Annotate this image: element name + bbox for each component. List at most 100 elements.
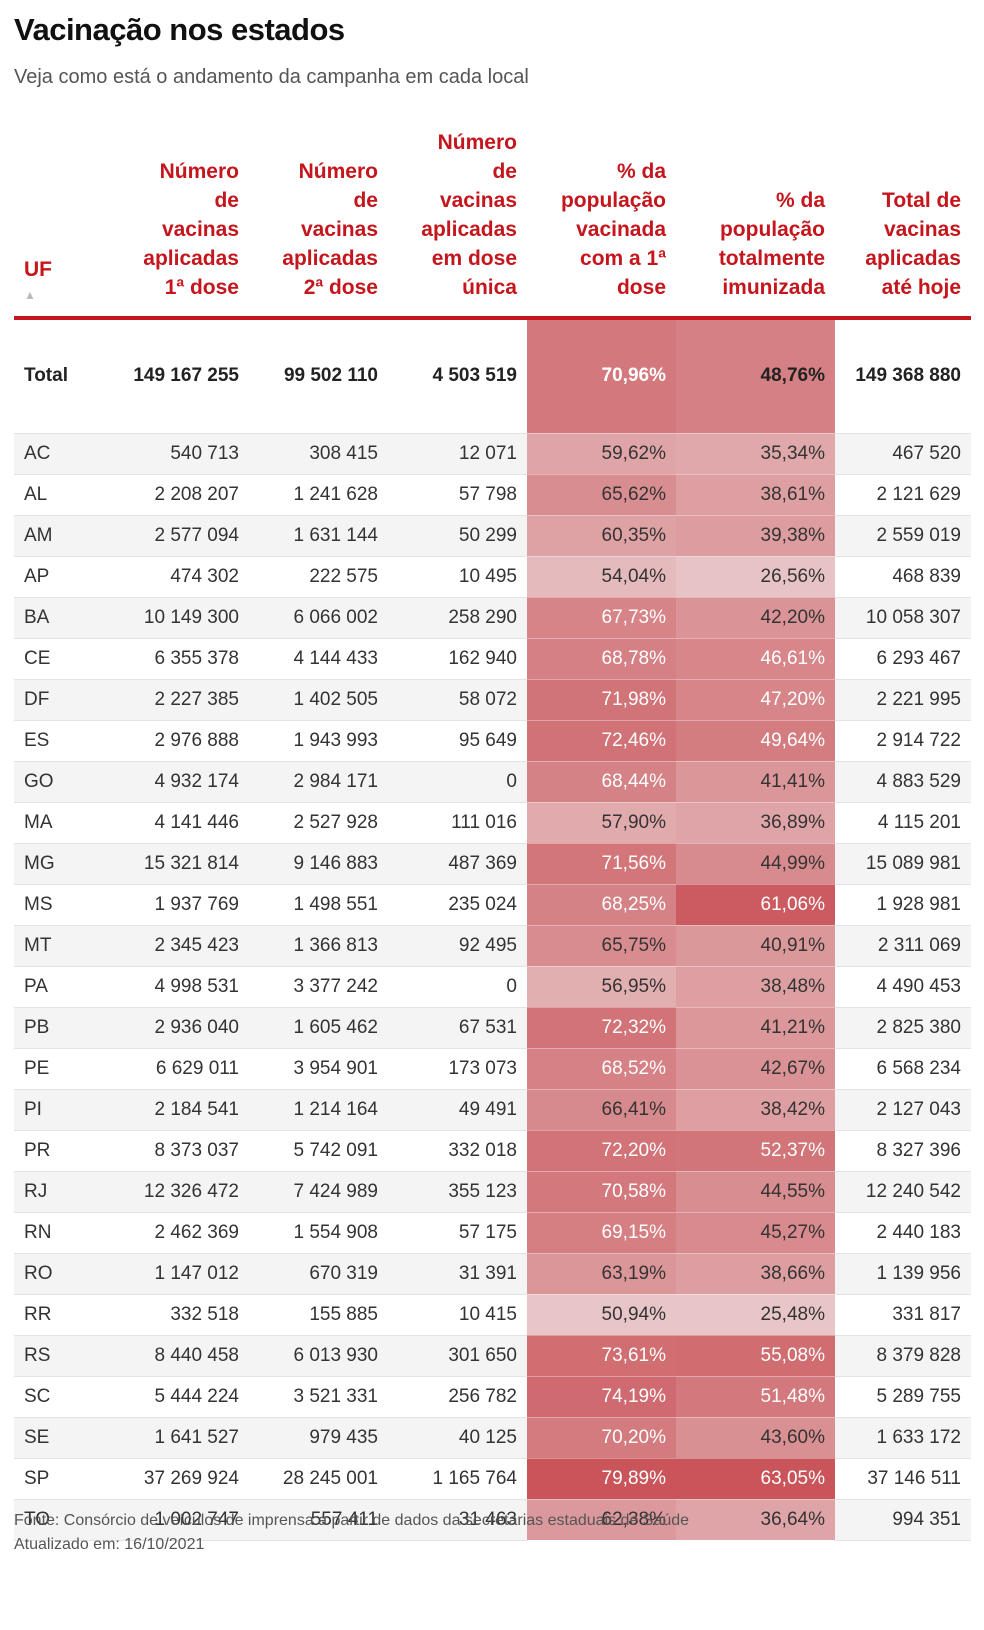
- column-header-dose2[interactable]: Número de vacinas aplicadas 2ª dose: [249, 128, 388, 320]
- column-header-pct1[interactable]: % da população vacinada com a 1ª dose: [527, 128, 676, 320]
- cell-dose-unica: 57 798: [388, 474, 527, 516]
- cell-dose1: 540 713: [111, 433, 249, 475]
- cell-dose1: 8 440 458: [111, 1335, 249, 1377]
- cell-dose-unica: 355 123: [388, 1171, 527, 1213]
- column-header-line: população: [560, 189, 666, 212]
- column-header-line: Número: [437, 131, 517, 154]
- cell-dose2: 222 575: [249, 556, 388, 598]
- cell-total: 2 311 069: [835, 925, 971, 967]
- cell-dose2: 1 554 908: [249, 1212, 388, 1254]
- cell-dose1: 474 302: [111, 556, 249, 598]
- cell-dose2: 670 319: [249, 1253, 388, 1295]
- table-row: AC 540 713 308 415 12 071 59,62% 35,34% 467 52…: [14, 433, 971, 475]
- cell-dose-unica: 256 782: [388, 1376, 527, 1418]
- column-header-dose1[interactable]: Número de vacinas aplicadas 1ª dose: [111, 128, 249, 320]
- cell-total: 2 121 629: [835, 474, 971, 516]
- column-header-line: 1ª dose: [164, 276, 239, 299]
- column-header-line: vacinas: [300, 218, 378, 241]
- cell-pct1: 60,35%: [527, 515, 676, 557]
- cell-uf: GO: [14, 761, 111, 803]
- cell-pct-total: 49,64%: [676, 720, 835, 762]
- cell-pct-total: 40,91%: [676, 925, 835, 967]
- cell-pct1: 79,89%: [527, 1458, 676, 1500]
- cell-dose1: 10 149 300: [111, 597, 249, 639]
- column-header-total[interactable]: Total de vacinas aplicadas até hoje: [835, 128, 971, 320]
- column-header-line: Total de: [882, 189, 961, 212]
- table-row: RN 2 462 369 1 554 908 57 175 69,15% 45,27% 2 …: [14, 1212, 971, 1254]
- cell-total: 1 139 956: [835, 1253, 971, 1295]
- cell-dose1: 4 932 174: [111, 761, 249, 803]
- cell-total: 2 221 995: [835, 679, 971, 721]
- table-row: SC 5 444 224 3 521 331 256 782 74,19% 51,48% 5…: [14, 1376, 971, 1418]
- cell-uf: PR: [14, 1130, 111, 1172]
- cell-pct-total: 39,38%: [676, 515, 835, 557]
- table-row: PA 4 998 531 3 377 242 0 56,95% 38,48% 4 490 4…: [14, 966, 971, 1008]
- cell-dose2: 3 954 901: [249, 1048, 388, 1090]
- cell-dose1: 2 936 040: [111, 1007, 249, 1049]
- cell-pct1: 65,62%: [527, 474, 676, 516]
- cell-pct1: 57,90%: [527, 802, 676, 844]
- cell-total: 2 127 043: [835, 1089, 971, 1131]
- cell-uf: MA: [14, 802, 111, 844]
- table-row: RR 332 518 155 885 10 415 50,94% 25,48% 331 81…: [14, 1294, 971, 1336]
- cell-pct1: 50,94%: [527, 1294, 676, 1336]
- column-header-uf[interactable]: UF ▲: [14, 128, 111, 320]
- cell-dose1: 4 998 531: [111, 966, 249, 1008]
- cell-pct1: 67,73%: [527, 597, 676, 639]
- updated-note: Atualizado em: 16/10/2021: [14, 1536, 205, 1553]
- column-header-line: % da: [775, 189, 825, 212]
- cell-uf: AP: [14, 556, 111, 598]
- cell-dose-unica: 487 369: [388, 843, 527, 885]
- cell-dose1: 2 184 541: [111, 1089, 249, 1131]
- cell-dose2: 1 498 551: [249, 884, 388, 926]
- cell-uf: DF: [14, 679, 111, 721]
- column-header-line: Número: [159, 160, 239, 183]
- cell-pct1: 68,78%: [527, 638, 676, 680]
- cell-dose2: 6 066 002: [249, 597, 388, 639]
- cell-pct1: 71,98%: [527, 679, 676, 721]
- cell-dose-unica: 92 495: [388, 925, 527, 967]
- column-header-line: até hoje: [881, 276, 961, 299]
- cell-pct-total: 38,61%: [676, 474, 835, 516]
- cell-dose1: 1 147 012: [111, 1253, 249, 1295]
- column-header-dose-unica[interactable]: Número de vacinas aplicadas em dose única: [388, 128, 527, 320]
- cell-pct1: 65,75%: [527, 925, 676, 967]
- cell-dose-unica: 50 299: [388, 515, 527, 557]
- column-header-uf-label: UF: [24, 258, 52, 281]
- table-header-row: UF ▲ Número de vacinas aplicadas 1ª dose Núm…: [14, 128, 971, 320]
- cell-total: 6 293 467: [835, 638, 971, 680]
- cell-dose2: 5 742 091: [249, 1130, 388, 1172]
- cell-pct-total: 47,20%: [676, 679, 835, 721]
- cell-dose2: 155 885: [249, 1294, 388, 1336]
- cell-total: 6 568 234: [835, 1048, 971, 1090]
- cell-uf: SP: [14, 1458, 111, 1500]
- table-row: TO 1 002 747 557 411 31 463 62,38% 36,64% 994 …: [14, 1499, 971, 1541]
- cell-pct1: 68,44%: [527, 761, 676, 803]
- sort-ascending-icon[interactable]: ▲: [24, 288, 36, 302]
- cell-dose-unica: 10 495: [388, 556, 527, 598]
- table-row: GO 4 932 174 2 984 171 0 68,44% 41,41% 4 883 5…: [14, 761, 971, 803]
- cell-dose2: 4 144 433: [249, 638, 388, 680]
- cell-pct-total: 44,99%: [676, 843, 835, 885]
- cell-dose1: 2 345 423: [111, 925, 249, 967]
- cell-pct-total: 38,48%: [676, 966, 835, 1008]
- table-row: MS 1 937 769 1 498 551 235 024 68,25% 61,06% 1…: [14, 884, 971, 926]
- cell-pct-total: 25,48%: [676, 1294, 835, 1336]
- table-row: AL 2 208 207 1 241 628 57 798 65,62% 38,61% 2 …: [14, 474, 971, 516]
- cell-pct1: 54,04%: [527, 556, 676, 598]
- column-header-line: de: [214, 189, 239, 212]
- cell-pct-total: 44,55%: [676, 1171, 835, 1213]
- column-header-pct-total[interactable]: % da população totalmente imunizada: [676, 128, 835, 320]
- cell-total: 4 115 201: [835, 802, 971, 844]
- cell-dose-unica: 1 165 764: [388, 1458, 527, 1500]
- cell-uf: RO: [14, 1253, 111, 1295]
- cell-dose2: 7 424 989: [249, 1171, 388, 1213]
- cell-dose-unica: 235 024: [388, 884, 527, 926]
- cell-dose2: 557 411: [249, 1499, 388, 1541]
- table-row: PE 6 629 011 3 954 901 173 073 68,52% 42,67% 6…: [14, 1048, 971, 1090]
- table-row: ES 2 976 888 1 943 993 95 649 72,46% 49,64% 2 …: [14, 720, 971, 762]
- total-row-dose-unica: 4 503 519: [388, 318, 527, 434]
- total-row-dose2: 99 502 110: [249, 318, 388, 434]
- cell-dose-unica: 67 531: [388, 1007, 527, 1049]
- cell-pct-total: 61,06%: [676, 884, 835, 926]
